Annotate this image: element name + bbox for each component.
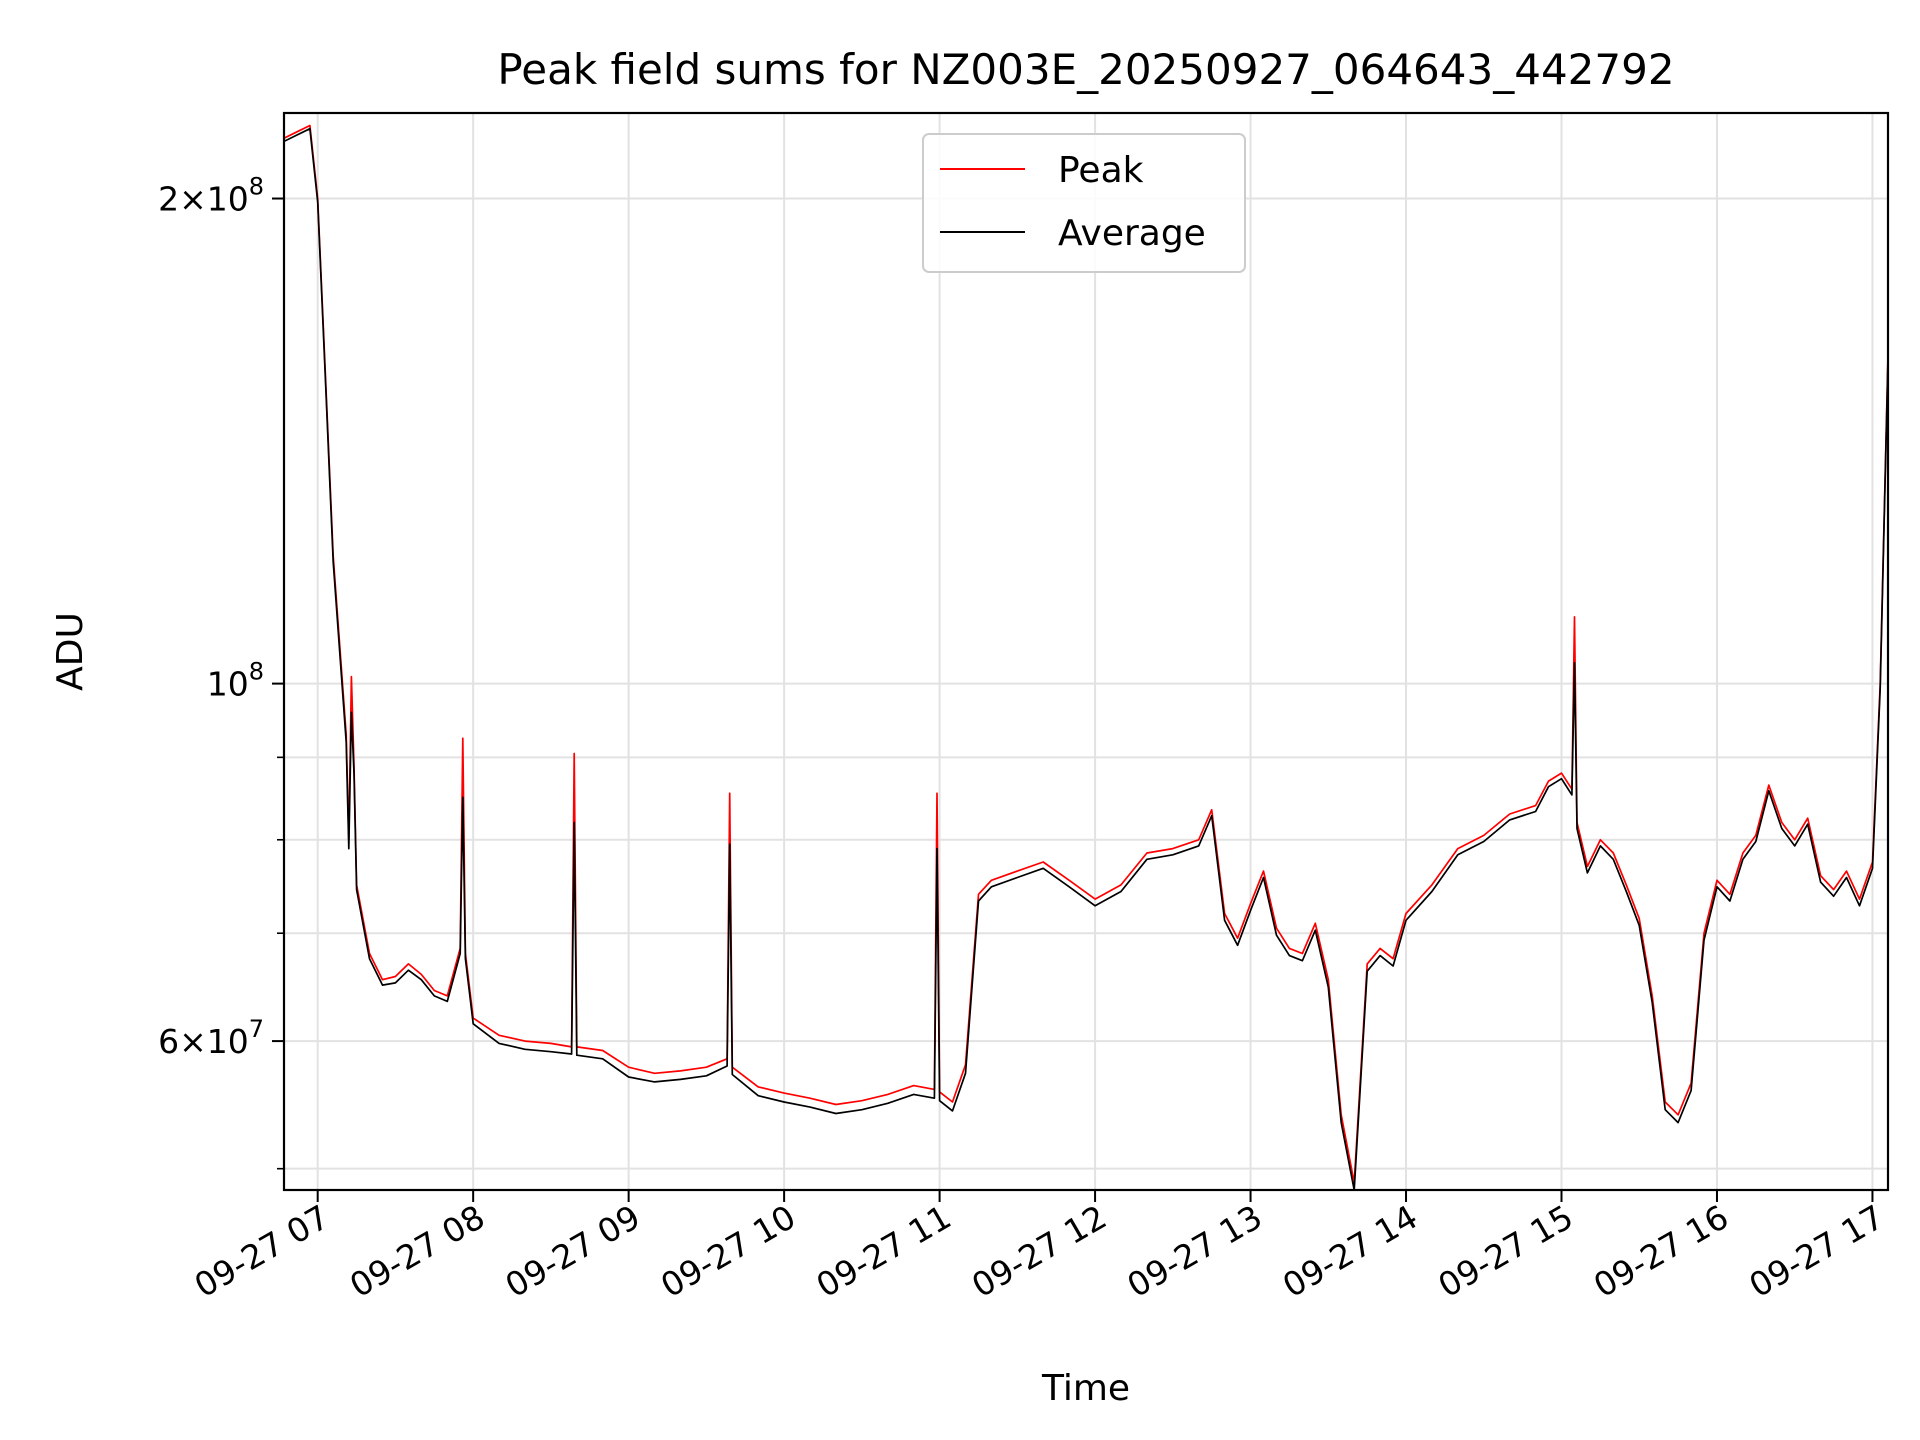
y-tick-exponent: 8 <box>249 173 264 201</box>
legend-label-average: Average <box>1058 213 1206 254</box>
y-tick-times: × <box>179 180 207 219</box>
y-tick-times: × <box>179 1022 207 1061</box>
y-tick-exponent: 8 <box>249 658 264 686</box>
y-tick-label: 6×107 <box>158 1015 264 1061</box>
chart-title: Peak field sums for NZ003E_20250927_0646… <box>497 45 1674 94</box>
y-tick-base: 10 <box>207 180 249 219</box>
y-tick-base: 10 <box>207 1022 249 1061</box>
y-tick-label: 2×108 <box>158 173 264 219</box>
plot-frame <box>282 111 1890 1192</box>
x-axis-label: Time <box>1041 1368 1130 1409</box>
y-tick-base: 10 <box>207 665 249 704</box>
series-line-average <box>284 127 1888 1190</box>
grid-layer <box>284 113 1888 1190</box>
y-axis-label: ADU <box>50 612 91 691</box>
series-layer <box>284 124 1888 1190</box>
y-tick-mantissa: 6 <box>158 1022 179 1061</box>
legend-label-peak: Peak <box>1058 150 1144 191</box>
y-tick-label: 108 <box>207 658 264 704</box>
legend: Peak Average <box>922 133 1246 273</box>
y-tick-mantissa: 2 <box>158 180 179 219</box>
y-tick-exponent: 7 <box>249 1015 264 1043</box>
